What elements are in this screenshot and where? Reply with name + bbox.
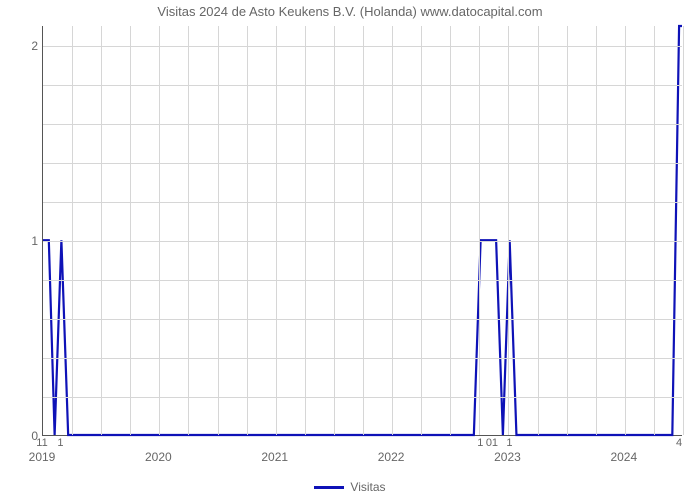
gridline-horizontal [43,202,682,203]
chart-title: Visitas 2024 de Asto Keukens B.V. (Holan… [0,4,700,19]
plot-area [42,26,682,436]
gridline-vertical [596,26,597,435]
gridline-vertical [101,26,102,435]
gridline-horizontal [43,85,682,86]
data-point-label: 1 [477,437,483,449]
chart-container: Visitas 2024 de Asto Keukens B.V. (Holan… [0,0,700,500]
gridline-vertical [683,26,684,435]
gridline-vertical [334,26,335,435]
legend-swatch [314,486,344,489]
gridline-vertical [479,26,480,435]
x-tick-label: 2023 [494,450,521,464]
gridline-vertical [159,26,160,435]
gridline-horizontal [43,46,682,47]
gridline-vertical [72,26,73,435]
gridline-horizontal [43,319,682,320]
gridline-vertical [218,26,219,435]
gridline-horizontal [43,397,682,398]
data-point-label: 1 [57,437,63,449]
gridline-vertical [363,26,364,435]
gridline-horizontal [43,124,682,125]
gridline-vertical [538,26,539,435]
x-tick-label: 2020 [145,450,172,464]
data-point-label: 1 [506,437,512,449]
gridline-vertical [508,26,509,435]
gridline-vertical [188,26,189,435]
data-point-label: 4 [676,437,682,449]
gridline-vertical [421,26,422,435]
legend: Visitas [0,480,700,494]
data-point-label: 01 [486,437,498,449]
gridline-vertical [276,26,277,435]
gridline-vertical [247,26,248,435]
x-tick-label: 2024 [610,450,637,464]
legend-label: Visitas [350,480,385,494]
gridline-vertical [392,26,393,435]
y-tick-label: 2 [31,39,38,53]
gridline-horizontal [43,358,682,359]
gridline-vertical [130,26,131,435]
gridline-horizontal [43,241,682,242]
gridline-vertical [450,26,451,435]
x-tick-label: 2021 [261,450,288,464]
gridline-vertical [305,26,306,435]
x-tick-label: 2022 [378,450,405,464]
data-point-label: 11 [36,437,47,449]
gridline-vertical [567,26,568,435]
gridline-vertical [625,26,626,435]
gridline-horizontal [43,280,682,281]
y-tick-label: 1 [31,234,38,248]
x-tick-label: 2019 [29,450,56,464]
gridline-horizontal [43,163,682,164]
gridline-vertical [654,26,655,435]
